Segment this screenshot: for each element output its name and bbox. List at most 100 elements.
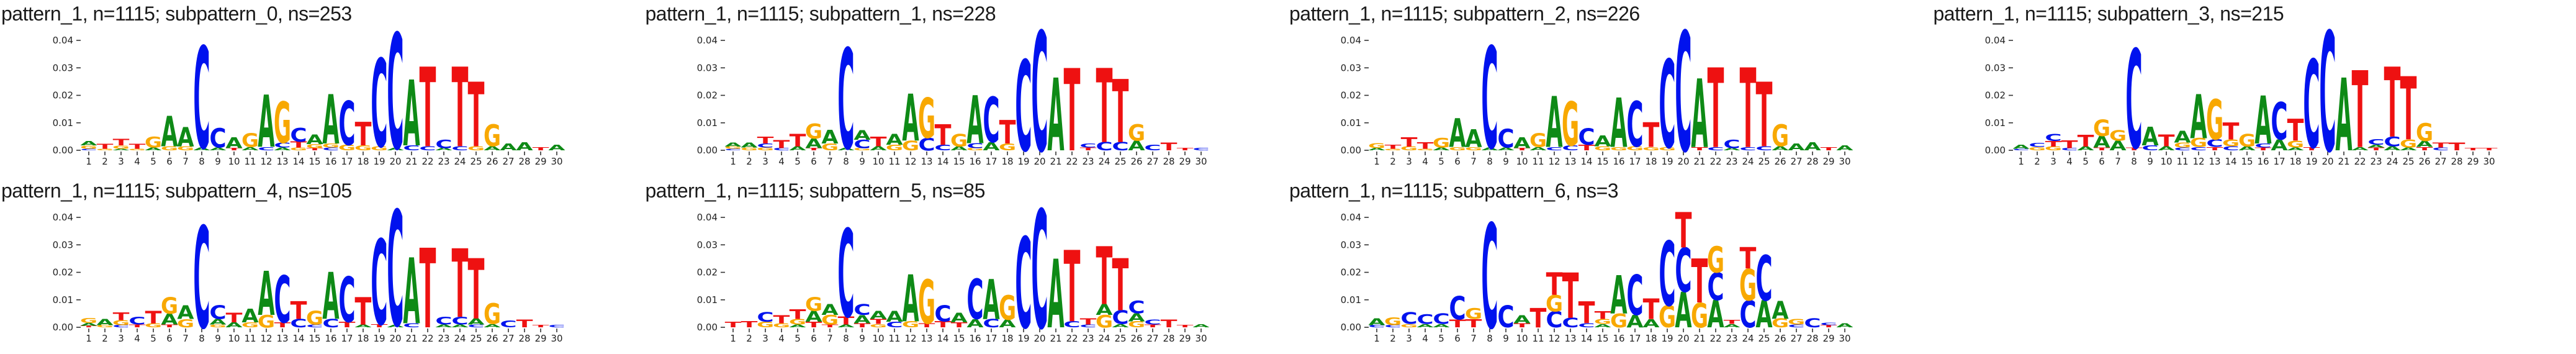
- x-tick-label: 27: [1146, 156, 1158, 167]
- logo-letter-T: T: [741, 320, 757, 329]
- logo-letter-T: T: [145, 307, 162, 327]
- x-tick-label: 28: [1806, 156, 1818, 167]
- x-tick-label: 4: [134, 156, 140, 167]
- logo-letter-C: C: [548, 325, 565, 329]
- x-tick-label: 15: [953, 156, 965, 167]
- logo-letter-T: T: [1821, 325, 1837, 329]
- logo-letter-C: C: [1626, 89, 1643, 161]
- logo-letter-T: T: [1514, 148, 1531, 152]
- logo-letter-A: A: [403, 61, 420, 166]
- logo-letter-C: C: [1481, 19, 1498, 177]
- logo-letter-G: G: [177, 317, 194, 330]
- logo-letter-C: C: [1449, 289, 1466, 327]
- logo-letter-G: G: [1772, 316, 1789, 330]
- logo-letter-C: C: [1659, 223, 1675, 327]
- logo-letter-G: G: [1095, 312, 1112, 332]
- logo-subplot-5: pattern_1, n=1115; subpattern_5, ns=85 0…: [644, 177, 1289, 354]
- logo-letter-A: A: [999, 317, 1016, 330]
- logo-letter-T: T: [1112, 245, 1128, 328]
- logo-letter-C: C: [853, 138, 870, 151]
- logo-letter-T: T: [161, 324, 179, 328]
- logo-letter-A: A: [1047, 58, 1064, 175]
- logo-letter-T: T: [1417, 140, 1434, 151]
- logo-letter-A: A: [902, 263, 919, 337]
- sequence-logo-canvas: 0.000.010.020.030.041 2 3 4 5 6 7 8 9 10 11 12 13 14 1…: [696, 0, 1209, 177]
- logo-letter-T: T: [1562, 260, 1579, 332]
- logo-letter-C: C: [1739, 146, 1756, 151]
- x-tick-label: 16: [1613, 156, 1624, 167]
- logo-letter-G: G: [998, 142, 1016, 153]
- logo-letter-G: G: [1529, 130, 1547, 152]
- logo-letter-T: T: [1546, 266, 1563, 302]
- x-tick-label: 10: [228, 333, 240, 344]
- x-tick-label: 24: [2386, 156, 2398, 167]
- x-tick-label: 17: [341, 333, 353, 344]
- x-tick-label: 14: [292, 333, 304, 344]
- x-tick-label: 17: [1629, 156, 1641, 167]
- x-tick-label: 4: [134, 333, 140, 344]
- x-tick-label: 15: [1596, 333, 1608, 344]
- logo-letter-G: G: [371, 145, 388, 152]
- sequence-logo-canvas: 0.000.010.020.030.041 2 3 4 5 6 7 8 9 10 11 12 13 14 1…: [1341, 0, 1853, 177]
- logo-letter-C: C: [1546, 307, 1562, 333]
- x-tick-label: 9: [2147, 156, 2153, 167]
- x-tick-label: 14: [937, 333, 948, 344]
- logo-letter-G: G: [1546, 291, 1563, 317]
- logo-letter-T: T: [805, 320, 822, 329]
- logo-letter-A: A: [1546, 83, 1562, 164]
- logo-letter-G: G: [1788, 318, 1805, 327]
- logo-letter-G: G: [322, 142, 340, 149]
- x-tick-label: 3: [1406, 333, 1412, 344]
- logo-letter-T: T: [1530, 303, 1547, 334]
- logo-letter-G: G: [1610, 146, 1628, 152]
- logo-letter-C: C: [2061, 148, 2078, 152]
- x-tick-label: 14: [937, 156, 948, 167]
- logo-letter-A: A: [2141, 122, 2159, 152]
- logo-letter-G: G: [290, 147, 307, 151]
- logo-letter-T: T: [724, 320, 741, 329]
- logo-letter-T: T: [113, 311, 130, 323]
- x-tick-label: 16: [1613, 333, 1624, 344]
- logo-letter-A: A: [2287, 147, 2304, 151]
- logo-letter-A: A: [853, 127, 871, 143]
- x-tick-label: 7: [2115, 156, 2121, 167]
- x-tick-label: 13: [1564, 156, 1576, 167]
- y-tick-label: 0.01: [53, 117, 73, 129]
- x-tick-label: 9: [1503, 333, 1509, 344]
- x-tick-label: 1: [1374, 156, 1380, 167]
- x-tick-label: 9: [215, 156, 221, 167]
- logo-letter-G: G: [2399, 138, 2416, 151]
- logo-letter-T: T: [789, 307, 806, 322]
- logo-letter-C: C: [2319, 0, 2336, 177]
- logo-letter-C: C: [1144, 143, 1161, 152]
- logo-letter-T: T: [821, 324, 839, 328]
- logo-letter-A: A: [80, 140, 97, 147]
- logo-letter-C: C: [1112, 140, 1128, 153]
- logo-letter-A: A: [80, 322, 97, 327]
- x-axis: 1 2 3 4 5 6 7 8 9 10 11 12 13 14 15 16 17 18 19 20 21 22 23 24 2…: [86, 152, 563, 167]
- x-tick-label: 5: [795, 156, 801, 167]
- logo-letter-C: C: [290, 124, 307, 146]
- logo-letter-A: A: [1772, 296, 1788, 324]
- logo-letter-A: A: [983, 140, 1000, 153]
- y-tick-label: 0.03: [696, 62, 717, 73]
- logo-letter-T: T: [1112, 63, 1128, 163]
- logo-letter-T: T: [355, 116, 372, 153]
- x-tick-label: 24: [454, 333, 466, 344]
- logo-letter-T: T: [1144, 324, 1161, 328]
- logo-letter-G: G: [853, 147, 870, 151]
- x-tick-label: 18: [357, 333, 369, 344]
- x-tick-label: 4: [2066, 156, 2073, 167]
- plot-title: pattern_1, n=1115; subpattern_3, ns=215: [1933, 2, 2284, 25]
- logo-letter-C: C: [2384, 134, 2400, 150]
- logo-letter-A: A: [2109, 138, 2127, 153]
- y-tick-label: 0.01: [696, 117, 717, 129]
- logo-letter-T: T: [1514, 322, 1531, 329]
- logo-letter-C: C: [338, 264, 355, 337]
- logo-letter-A: A: [966, 317, 984, 330]
- x-tick-label: 27: [502, 333, 514, 344]
- x-tick-label: 19: [1017, 333, 1029, 344]
- y-axis: 0.00 0.01 0.02 0.03 0.04: [696, 35, 725, 156]
- x-tick-label: 25: [470, 156, 482, 167]
- logo-letter-A: A: [1368, 317, 1385, 327]
